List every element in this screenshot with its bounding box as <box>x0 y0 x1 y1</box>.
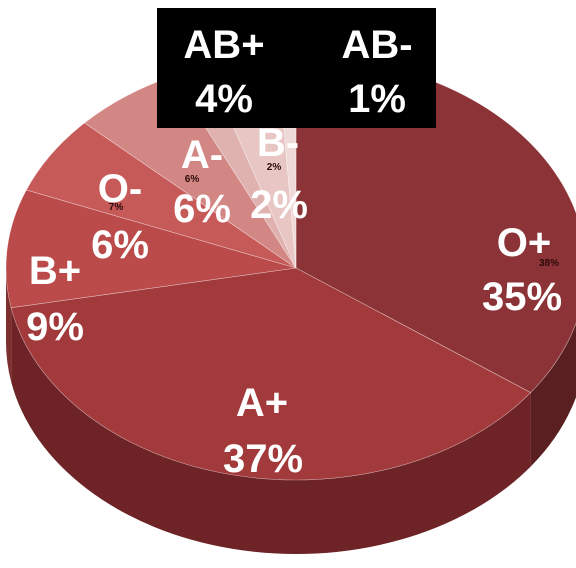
label-b-neg: B- <box>257 121 299 165</box>
percent-b-neg: 2% <box>250 183 308 227</box>
pie-slice-a-pos <box>10 267 532 481</box>
callout-label-ab-neg: AB- <box>341 23 412 67</box>
label-b-pos: B+ <box>29 249 81 293</box>
callout-label-ab-pos: AB+ <box>183 23 264 67</box>
callout-percent-ab-pos: 4% <box>195 77 253 121</box>
label-o-pos: O+ <box>497 221 551 265</box>
small-percent-b-neg: 2% <box>267 162 282 173</box>
label-o-neg: O- <box>98 167 142 211</box>
callout-box <box>157 8 436 128</box>
small-percent-a-neg: 6% <box>185 174 200 185</box>
pie-3d-sides <box>6 268 576 554</box>
small-percent-o-pos: 38% <box>539 258 559 269</box>
label-a-pos: A+ <box>236 381 288 425</box>
callout-percent-ab-neg: 1% <box>348 77 406 121</box>
small-percent-o-neg: 7% <box>109 202 124 213</box>
pie-slice-b-pos <box>5 189 297 309</box>
percent-b-pos: 9% <box>26 305 84 349</box>
percent-o-pos: 35% <box>482 275 562 319</box>
pie-side-o-negpos <box>530 322 576 467</box>
percent-o-neg: 6% <box>91 223 149 267</box>
label-a-neg: A- <box>181 133 223 177</box>
percent-a-pos: 37% <box>223 437 303 481</box>
pie-small-labels: 38% 7% 6% 2% <box>109 162 559 269</box>
pie-side-b-negpos <box>6 268 12 382</box>
pie-side-a-negpos <box>11 307 531 554</box>
percent-a-neg: 6% <box>173 187 231 231</box>
